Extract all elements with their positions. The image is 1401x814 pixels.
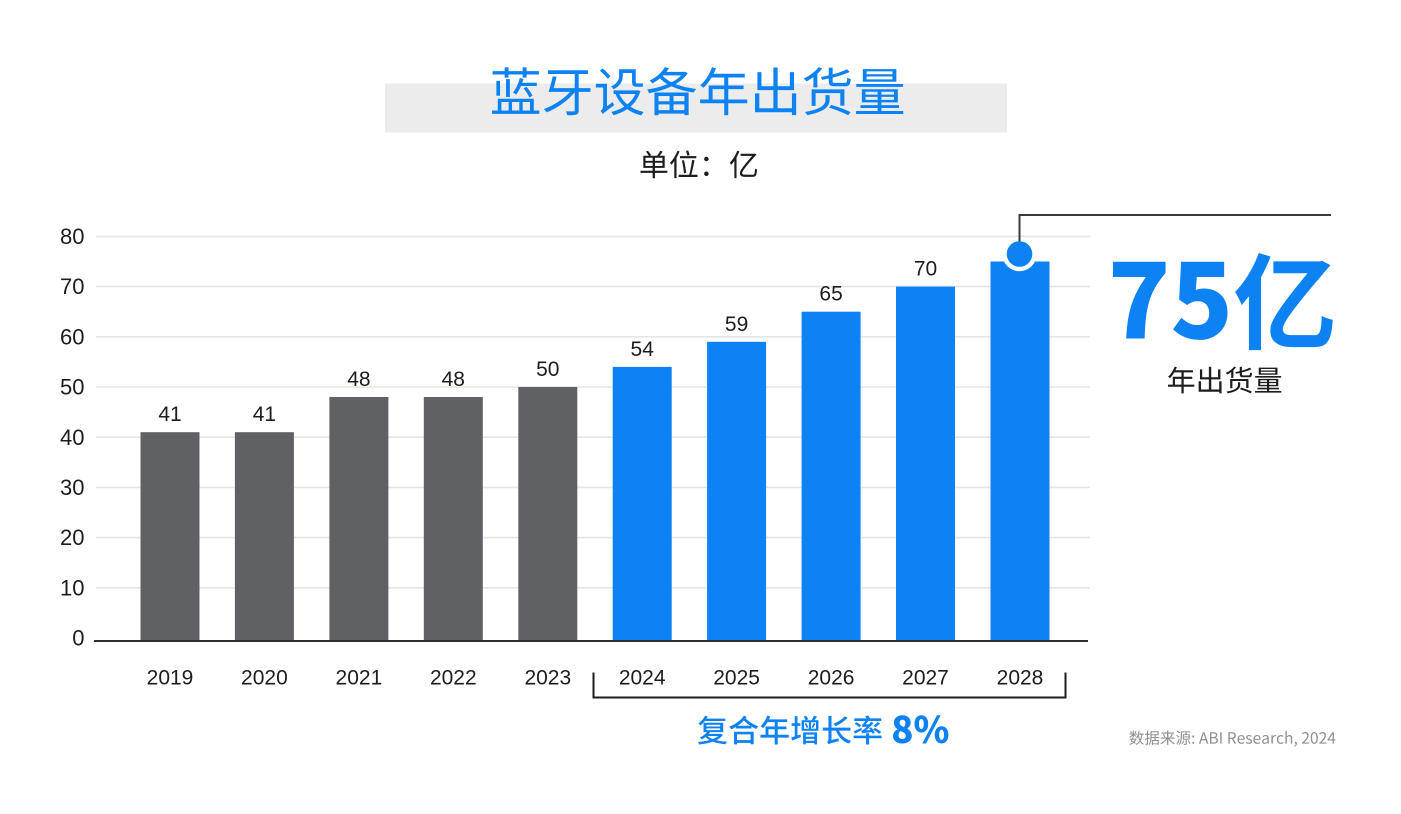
svg-text:20: 20: [60, 525, 84, 550]
svg-text:2019: 2019: [147, 666, 194, 689]
svg-text:48: 48: [442, 368, 465, 391]
svg-text:41: 41: [253, 403, 276, 426]
svg-text:48: 48: [347, 368, 370, 391]
svg-text:50: 50: [536, 358, 559, 381]
svg-text:41: 41: [158, 403, 181, 426]
svg-text:2028: 2028: [997, 666, 1044, 689]
svg-text:2023: 2023: [524, 666, 571, 689]
svg-text:59: 59: [725, 313, 748, 336]
svg-text:60: 60: [60, 324, 84, 349]
svg-text:2027: 2027: [902, 666, 949, 689]
svg-text:70: 70: [914, 258, 937, 281]
svg-text:80: 80: [60, 224, 84, 249]
svg-text:2021: 2021: [336, 666, 383, 689]
svg-text:2026: 2026: [808, 666, 855, 689]
svg-text:30: 30: [60, 475, 84, 500]
svg-text:50: 50: [60, 375, 84, 400]
svg-text:2020: 2020: [241, 666, 288, 689]
svg-text:2022: 2022: [430, 666, 477, 689]
svg-text:0: 0: [72, 626, 84, 651]
svg-text:2024: 2024: [619, 666, 666, 689]
svg-text:70: 70: [60, 274, 84, 299]
svg-text:40: 40: [60, 425, 84, 450]
svg-text:10: 10: [60, 575, 84, 600]
svg-text:2025: 2025: [713, 666, 760, 689]
svg-text:65: 65: [819, 283, 842, 306]
svg-text:54: 54: [631, 338, 655, 361]
